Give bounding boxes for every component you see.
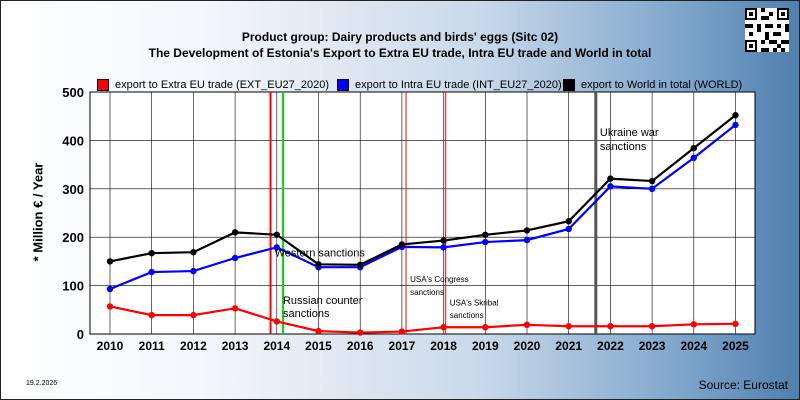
- y-tick-label: 200: [62, 230, 84, 245]
- data-point-world: [648, 177, 656, 185]
- data-point-world: [273, 231, 280, 238]
- data-point-world: [357, 261, 364, 268]
- chart-title: Product group: Dairy products and birds'…: [241, 30, 559, 44]
- legend-item-intra-eu: export to Intra EU trade (INT_EU27_2020): [337, 79, 562, 91]
- annotation-label: sanctions: [410, 288, 444, 297]
- data-point-intra-eu: [148, 268, 155, 276]
- y-tick-label: 0: [77, 327, 84, 342]
- plot-area: [89, 91, 756, 335]
- x-tick-label: 2012: [180, 339, 207, 353]
- x-tick-label: 2020: [514, 339, 541, 353]
- data-point-extra-eu: [690, 321, 697, 328]
- data-point-intra-eu: [440, 244, 447, 251]
- annotation-label: Russian counter: [283, 295, 363, 307]
- data-point-world: [523, 227, 531, 234]
- y-tick-label: 500: [62, 85, 84, 100]
- data-point-extra-eu: [231, 305, 239, 312]
- legend-swatch-black: [563, 79, 575, 91]
- x-tick-label: 2017: [389, 339, 416, 353]
- data-point-world: [482, 231, 489, 238]
- date-label: 19.2.2026: [26, 380, 58, 387]
- legend-swatch-red: [97, 79, 109, 91]
- source-label: Source: Eurostat: [698, 378, 788, 392]
- x-tick-label: 2019: [472, 339, 499, 353]
- data-point-world: [148, 249, 155, 257]
- x-tick-label: 2011: [139, 339, 165, 353]
- x-tick-label: 2014: [263, 339, 290, 353]
- data-point-extra-eu: [357, 329, 364, 336]
- x-tick-label: 2010: [97, 339, 124, 353]
- data-point-extra-eu: [523, 321, 531, 329]
- annotation-label: sanctions: [600, 141, 647, 153]
- data-point-intra-eu: [690, 154, 697, 162]
- series-line-intra-eu: [109, 124, 737, 291]
- x-tick-label: 2024: [680, 339, 707, 353]
- x-tick-label: 2022: [597, 339, 624, 353]
- data-point-extra-eu: [440, 324, 447, 331]
- data-point-intra-eu: [106, 285, 114, 293]
- annotation-label: sanctions: [283, 308, 330, 320]
- annotation-label: USA's Skribal: [450, 298, 499, 307]
- data-point-world: [398, 241, 406, 248]
- x-tick-label: 2018: [430, 339, 457, 353]
- x-tick-label: 2015: [305, 339, 332, 353]
- annotation-label: Ukraine war: [600, 127, 659, 139]
- x-tick-label: 2013: [222, 339, 249, 353]
- x-tick-label: 2023: [639, 339, 666, 353]
- data-point-intra-eu: [523, 236, 531, 244]
- legend-swatch-blue: [337, 79, 349, 91]
- data-point-extra-eu: [398, 328, 406, 335]
- data-point-extra-eu: [315, 327, 322, 335]
- data-point-intra-eu: [190, 267, 197, 275]
- data-point-extra-eu: [732, 320, 739, 328]
- data-point-extra-eu: [190, 311, 197, 319]
- data-point-world: [565, 218, 572, 225]
- data-point-intra-eu: [273, 244, 280, 251]
- data-point-intra-eu: [648, 185, 656, 192]
- legend-label: export to Extra EU trade (EXT_EU27_2020): [115, 79, 329, 91]
- data-point-world: [690, 144, 697, 152]
- legend-item-world: export to World in total (WORLD): [563, 79, 742, 91]
- qr-code-icon: [745, 8, 789, 52]
- legend-label: export to World in total (WORLD): [581, 79, 743, 91]
- annotation-label: sanctions: [450, 311, 484, 320]
- x-tick-label: 2016: [347, 339, 374, 353]
- data-point-extra-eu: [565, 323, 572, 330]
- data-point-intra-eu: [732, 121, 739, 129]
- data-point-intra-eu: [482, 238, 489, 246]
- data-point-extra-eu: [148, 311, 155, 319]
- data-point-extra-eu: [273, 318, 280, 325]
- data-point-world: [732, 112, 739, 119]
- data-point-world: [106, 258, 114, 265]
- legend-label: export to Intra EU trade (INT_EU27_2020): [355, 79, 562, 91]
- data-point-extra-eu: [106, 303, 114, 310]
- data-point-world: [440, 237, 447, 244]
- series-line-world: [109, 114, 737, 266]
- x-tick-label: 2025: [722, 339, 749, 353]
- series-line-extra-eu: [109, 305, 736, 334]
- data-point-world: [190, 249, 197, 256]
- legend-item-extra-eu: export to Extra EU trade (EXT_EU27_2020): [97, 79, 329, 91]
- data-point-extra-eu: [607, 323, 614, 330]
- y-tick-label: 100: [62, 279, 84, 294]
- y-tick-label: 400: [62, 133, 84, 148]
- data-point-intra-eu: [565, 225, 572, 233]
- data-point-world: [231, 229, 239, 236]
- data-point-extra-eu: [482, 324, 489, 331]
- annotation-label: USA's Congress: [410, 275, 468, 284]
- data-point-extra-eu: [648, 323, 656, 330]
- data-point-world: [607, 175, 614, 182]
- y-tick-label: 300: [62, 182, 84, 197]
- x-tick-label: 2021: [555, 339, 582, 353]
- annotation-label: Western sanctions: [275, 248, 366, 260]
- data-point-intra-eu: [231, 254, 239, 262]
- chart-subtitle: The Development of Estonia's Export to E…: [148, 46, 652, 60]
- data-point-intra-eu: [607, 183, 614, 190]
- data-point-world: [315, 261, 322, 268]
